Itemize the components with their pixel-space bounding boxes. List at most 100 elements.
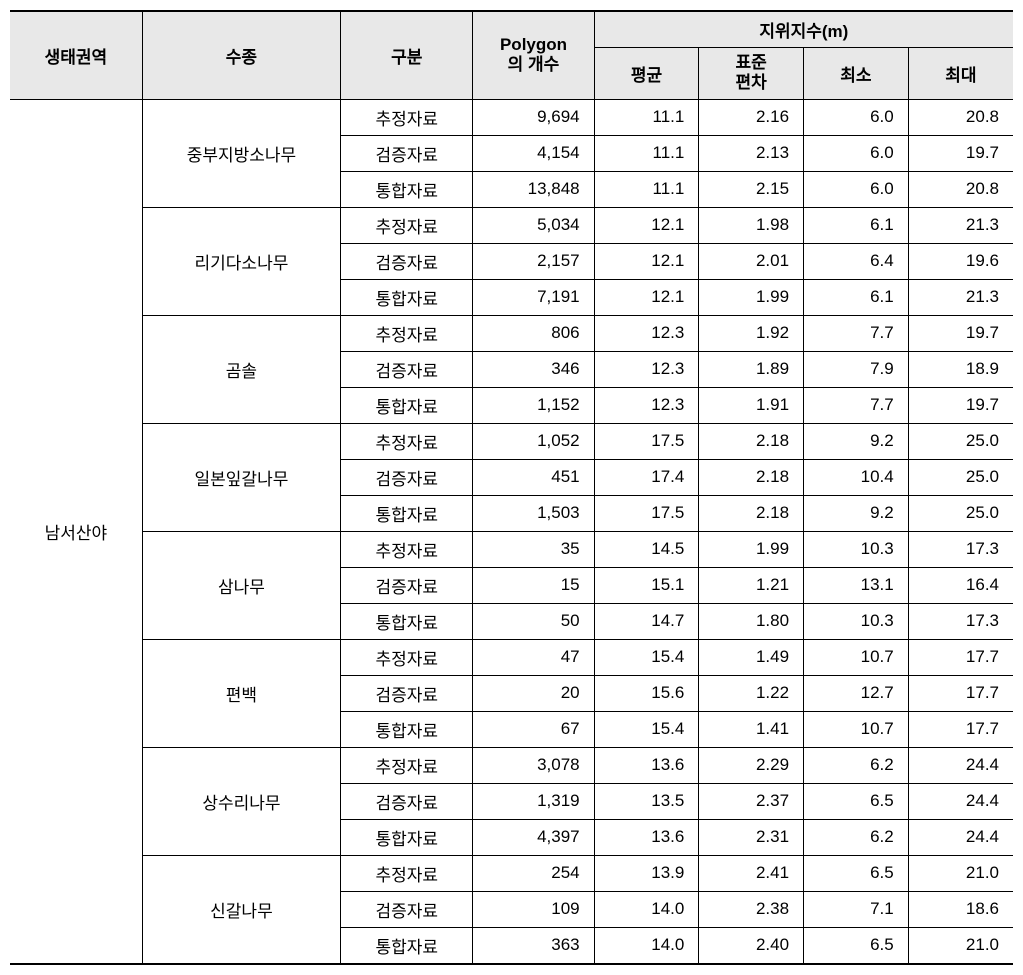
table-row: 곰솔추정자료80612.31.927.719.7: [10, 315, 1013, 351]
cell-min: 6.0: [804, 135, 909, 171]
table-row: 편백추정자료4715.41.4910.717.7: [10, 639, 1013, 675]
header-group-site-index: 지위지수(m): [594, 11, 1013, 48]
cell-std: 1.99: [699, 531, 804, 567]
cell-std: 1.21: [699, 567, 804, 603]
cell-region: 남서산야: [10, 99, 142, 964]
cell-mean: 12.1: [594, 243, 699, 279]
cell-std: 2.40: [699, 927, 804, 964]
cell-category: 통합자료: [341, 927, 473, 964]
cell-max: 18.6: [908, 891, 1013, 927]
cell-min: 6.5: [804, 927, 909, 964]
cell-polygon-count: 47: [473, 639, 594, 675]
cell-mean: 12.3: [594, 387, 699, 423]
cell-species: 일본잎갈나무: [142, 423, 340, 531]
cell-mean: 11.1: [594, 135, 699, 171]
cell-polygon-count: 50: [473, 603, 594, 639]
cell-polygon-count: 451: [473, 459, 594, 495]
cell-species: 곰솔: [142, 315, 340, 423]
header-max: 최대: [908, 48, 1013, 100]
cell-category: 통합자료: [341, 819, 473, 855]
cell-max: 17.7: [908, 711, 1013, 747]
cell-category: 추정자료: [341, 747, 473, 783]
cell-std: 1.49: [699, 639, 804, 675]
cell-mean: 12.1: [594, 207, 699, 243]
cell-max: 24.4: [908, 783, 1013, 819]
cell-min: 6.1: [804, 279, 909, 315]
cell-min: 10.7: [804, 639, 909, 675]
cell-polygon-count: 4,154: [473, 135, 594, 171]
table-row: 일본잎갈나무추정자료1,05217.52.189.225.0: [10, 423, 1013, 459]
cell-polygon-count: 1,052: [473, 423, 594, 459]
cell-polygon-count: 363: [473, 927, 594, 964]
cell-min: 6.2: [804, 747, 909, 783]
cell-polygon-count: 346: [473, 351, 594, 387]
cell-polygon-count: 254: [473, 855, 594, 891]
cell-polygon-count: 7,191: [473, 279, 594, 315]
cell-max: 17.7: [908, 675, 1013, 711]
cell-max: 19.6: [908, 243, 1013, 279]
cell-min: 13.1: [804, 567, 909, 603]
cell-max: 19.7: [908, 315, 1013, 351]
cell-category: 통합자료: [341, 171, 473, 207]
cell-max: 25.0: [908, 423, 1013, 459]
cell-max: 21.0: [908, 927, 1013, 964]
cell-category: 추정자료: [341, 315, 473, 351]
header-std-line1: 표준: [736, 53, 767, 72]
header-species: 수종: [142, 11, 340, 99]
cell-polygon-count: 2,157: [473, 243, 594, 279]
cell-category: 검증자료: [341, 459, 473, 495]
cell-category: 추정자료: [341, 639, 473, 675]
cell-min: 6.0: [804, 99, 909, 135]
cell-min: 10.3: [804, 531, 909, 567]
cell-min: 12.7: [804, 675, 909, 711]
cell-max: 19.7: [908, 387, 1013, 423]
cell-category: 검증자료: [341, 135, 473, 171]
cell-std: 2.13: [699, 135, 804, 171]
header-polygon-line1: Polygon: [500, 35, 567, 54]
cell-std: 1.98: [699, 207, 804, 243]
cell-min: 6.2: [804, 819, 909, 855]
cell-mean: 12.1: [594, 279, 699, 315]
cell-polygon-count: 15: [473, 567, 594, 603]
cell-mean: 13.6: [594, 747, 699, 783]
cell-std: 2.15: [699, 171, 804, 207]
cell-std: 2.37: [699, 783, 804, 819]
cell-mean: 13.5: [594, 783, 699, 819]
cell-std: 1.99: [699, 279, 804, 315]
cell-category: 추정자료: [341, 531, 473, 567]
cell-species: 편백: [142, 639, 340, 747]
cell-min: 7.7: [804, 387, 909, 423]
cell-category: 검증자료: [341, 675, 473, 711]
cell-category: 통합자료: [341, 387, 473, 423]
cell-min: 6.5: [804, 783, 909, 819]
cell-mean: 14.7: [594, 603, 699, 639]
cell-category: 통합자료: [341, 495, 473, 531]
cell-min: 9.2: [804, 495, 909, 531]
cell-std: 1.91: [699, 387, 804, 423]
cell-polygon-count: 1,503: [473, 495, 594, 531]
cell-mean: 13.9: [594, 855, 699, 891]
cell-std: 2.41: [699, 855, 804, 891]
cell-std: 2.18: [699, 423, 804, 459]
header-polygon-count: Polygon 의 개수: [473, 11, 594, 99]
cell-max: 21.3: [908, 207, 1013, 243]
cell-category: 검증자료: [341, 567, 473, 603]
cell-polygon-count: 20: [473, 675, 594, 711]
cell-category: 통합자료: [341, 711, 473, 747]
header-std: 표준 편차: [699, 48, 804, 100]
cell-std: 2.29: [699, 747, 804, 783]
cell-polygon-count: 806: [473, 315, 594, 351]
cell-std: 2.01: [699, 243, 804, 279]
cell-max: 21.0: [908, 855, 1013, 891]
cell-max: 19.7: [908, 135, 1013, 171]
cell-std: 2.31: [699, 819, 804, 855]
cell-mean: 11.1: [594, 99, 699, 135]
cell-species: 중부지방소나무: [142, 99, 340, 207]
cell-min: 6.4: [804, 243, 909, 279]
cell-polygon-count: 1,319: [473, 783, 594, 819]
cell-mean: 13.6: [594, 819, 699, 855]
cell-max: 25.0: [908, 459, 1013, 495]
table-body: 남서산야중부지방소나무추정자료9,69411.12.166.020.8검증자료4…: [10, 99, 1013, 964]
header-region: 생태권역: [10, 11, 142, 99]
table-row: 리기다소나무추정자료5,03412.11.986.121.3: [10, 207, 1013, 243]
